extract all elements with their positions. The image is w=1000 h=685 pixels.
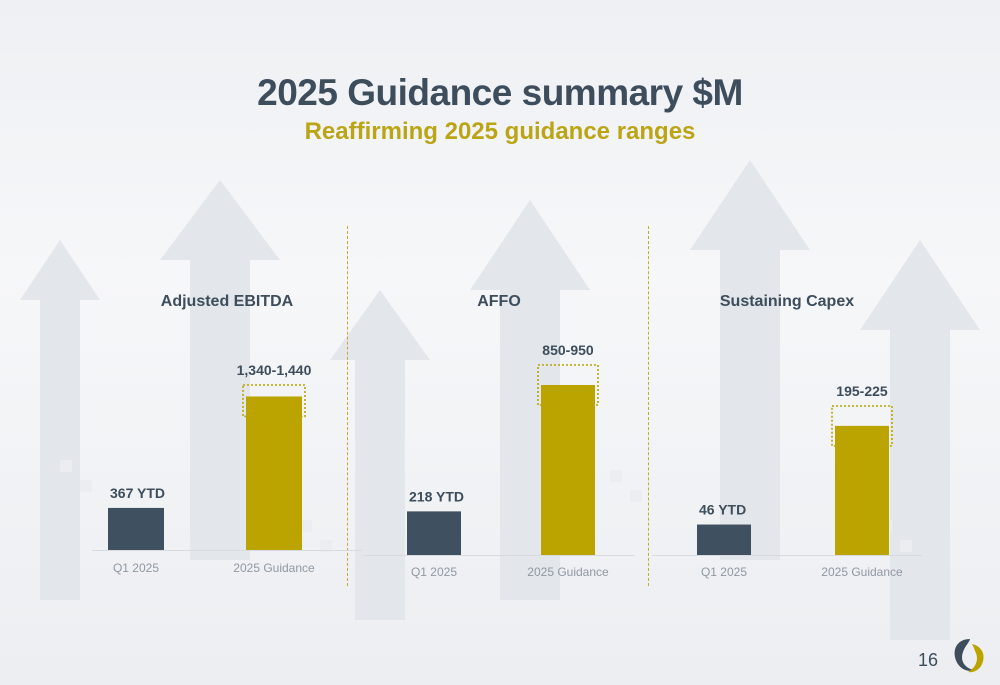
- category-tick-label: 2025 Guidance: [821, 565, 903, 579]
- category-tick-label: 2025 Guidance: [527, 565, 609, 579]
- slide-subtitle: Reaffirming 2025 guidance ranges: [304, 118, 696, 145]
- category-tick-label: Q1 2025: [701, 565, 747, 579]
- page-number: 16: [918, 650, 939, 670]
- chart-adjusted-ebitda: Adjusted EBITDA 367 YTD Q1 2025 1,340-1,440…: [82, 280, 372, 590]
- data-label: 850-950: [542, 342, 594, 358]
- chart-title: Adjusted EBITDA: [161, 293, 294, 310]
- data-label: 218 YTD: [409, 488, 464, 504]
- chart-title: AFFO: [477, 293, 521, 310]
- data-label: 195-225: [836, 383, 888, 399]
- ytd-bar: [407, 511, 461, 555]
- category-tick-label: Q1 2025: [113, 561, 159, 575]
- chart-title: Sustaining Capex: [720, 293, 854, 310]
- guidance-bar: [246, 396, 302, 550]
- category-tick-label: 2025 Guidance: [233, 561, 315, 575]
- data-label: 1,340-1,440: [237, 362, 312, 378]
- data-label: 367 YTD: [110, 485, 165, 501]
- chart-affo: AFFO 218 YTD Q1 2025 850-950 2025 Guidance: [354, 280, 644, 590]
- data-label: 46 YTD: [699, 502, 746, 518]
- ytd-bar: [108, 507, 164, 550]
- guidance-range-outline: [242, 384, 306, 418]
- chart-svg: AFFO 218 YTD Q1 2025 850-950 2025 Guidance: [364, 293, 634, 579]
- ytd-bar: [697, 524, 751, 555]
- panel-divider-1: [347, 226, 348, 586]
- chart-svg: Sustaining Capex 46 YTD Q1 2025 195-225 2025…: [652, 293, 922, 579]
- guidance-range-outline: [537, 364, 599, 406]
- guidance-bar: [835, 425, 889, 555]
- panel-divider-2: [648, 226, 649, 586]
- guidance-range-outline: [831, 405, 893, 447]
- company-logo-icon: [954, 639, 984, 673]
- chart-svg: Adjusted EBITDA 367 YTD Q1 2025 1,340-1,440…: [92, 293, 362, 575]
- guidance-bar: [541, 385, 595, 555]
- category-tick-label: Q1 2025: [411, 565, 457, 579]
- chart-sustaining-capex: Sustaining Capex 46 YTD Q1 2025 195-225 2025…: [642, 280, 932, 590]
- slide-title: 2025 Guidance summary $M: [257, 72, 743, 113]
